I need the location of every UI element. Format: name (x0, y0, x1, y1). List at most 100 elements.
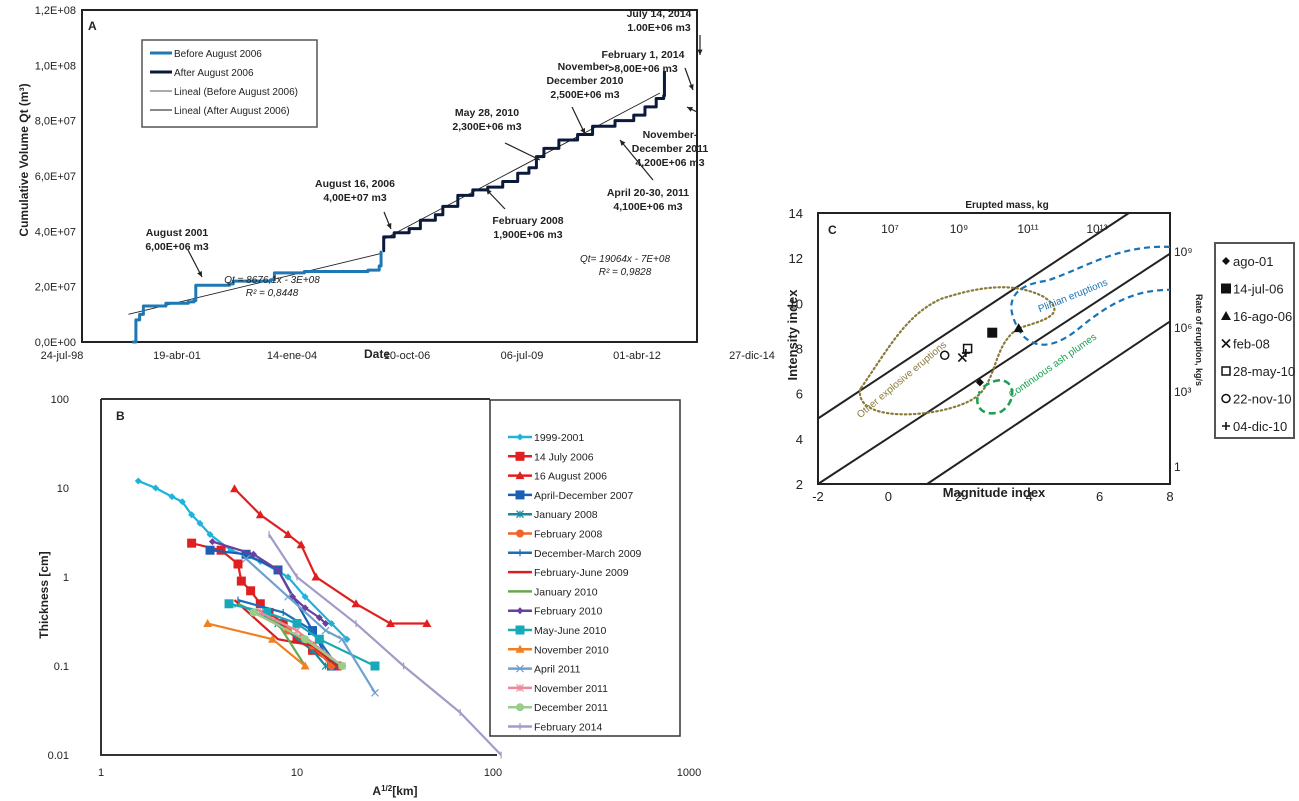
data-point (1222, 257, 1230, 265)
panel-c-x-tick: 8 (1166, 489, 1173, 504)
data-point (301, 635, 310, 644)
panel-a-y-tick: 4,0E+07 (35, 226, 76, 238)
data-point (939, 350, 950, 361)
region-plinian (1010, 245, 1171, 346)
panel-b-series-line (268, 533, 502, 756)
panel-c-plot-frame (817, 212, 1171, 485)
legend-label: February 2014 (534, 722, 602, 734)
panel-c-top-tick: 10⁹ (950, 222, 969, 236)
panel-a-series-line (132, 250, 383, 344)
data-point (241, 549, 251, 559)
panel-b-x-tick: 10 (291, 767, 303, 779)
data-point (236, 576, 246, 586)
panel-a-x-tick: 14-ene-04 (267, 350, 317, 362)
panel-b-x-tick: 1000 (677, 767, 701, 779)
data-point (233, 559, 243, 569)
panel-a-y-tick: 1,0E+08 (35, 60, 76, 72)
data-point (516, 529, 524, 538)
data-point (516, 510, 524, 519)
legend-label: December 2011 (534, 702, 608, 714)
panel-b-y-axis-label: Thickness [cm] (37, 551, 51, 638)
data-point (300, 661, 310, 670)
data-point (284, 592, 292, 601)
panel-a-y-tick: 8,0E+07 (35, 116, 76, 128)
data-point (255, 599, 265, 609)
panel-c-isoline (926, 320, 1171, 485)
panel-b-series (208, 538, 330, 628)
data-point (206, 531, 214, 539)
panel-a-annotation-arrow (504, 142, 541, 161)
legend-label: February 2010 (534, 606, 602, 618)
panel-b-legend: 1999-2001 14 July 2006 16 August 2006 April… (508, 432, 642, 734)
data-point (178, 498, 186, 506)
panel-b-series (242, 554, 379, 697)
data-point (301, 593, 309, 601)
panel-a-annotation-text: February 2008 (492, 215, 563, 227)
panel-c-x-axis-label: Magnitude index (943, 485, 1046, 500)
panel-a-series-line (382, 70, 666, 253)
panel-c: C Erupted mass, kg Intensity index Magni… (785, 200, 1295, 504)
data-point (515, 471, 525, 480)
data-point (283, 530, 293, 539)
panel-c-y-tick: 12 (789, 251, 803, 266)
panel-a-arrowhead (580, 128, 586, 134)
legend-label: 16 August 2006 (534, 471, 607, 483)
panel-a-annotation-text: >8,00E+06 m3 (608, 63, 678, 75)
panel-a-y-tick: 1,2E+08 (35, 5, 76, 17)
data-point (516, 703, 524, 712)
data-point (203, 619, 213, 628)
panel-a-arrowhead (697, 49, 703, 55)
data-point (292, 619, 302, 629)
data-point (515, 451, 525, 461)
data-point (188, 511, 196, 519)
data-point (386, 619, 396, 628)
data-point (274, 566, 282, 574)
data-point (187, 538, 197, 548)
panel-a-annotation-text: 4,00E+07 m3 (323, 192, 387, 204)
data-point (216, 545, 226, 555)
legend-label: After August 2006 (174, 68, 254, 79)
panel-a: A Cumulative Volume Qt (m³) Date 0,0E+00… (17, 5, 775, 362)
legend-label: January 2008 (534, 509, 598, 521)
legend-label: ago-01 (1233, 254, 1273, 269)
panel-b-y-tick: 100 (51, 394, 69, 406)
data-point (284, 573, 292, 581)
panel-a-annotation-text: August 16, 2006 (315, 178, 395, 190)
panel-a-annotation-text: August 2001 (146, 227, 209, 239)
data-point (1221, 338, 1231, 349)
data-point (315, 614, 323, 622)
legend-label: December-March 2009 (534, 548, 642, 560)
data-point (152, 484, 160, 492)
legend-label: Lineal (Before August 2006) (174, 87, 298, 98)
panel-a-annotation-arrow (619, 139, 654, 181)
data-point (230, 484, 240, 493)
panel-a-annotation-text: 2,300E+06 m3 (452, 121, 521, 133)
data-point (262, 607, 272, 617)
panel-a-annotation-text: November- (643, 129, 698, 141)
data-point (516, 683, 524, 692)
panel-a-arrowhead (687, 107, 693, 112)
panel-a-trend-equation: Qt= 19064x - 7E+08 (580, 254, 671, 265)
panel-c-y-axis-label: Intensity index (785, 289, 800, 381)
data-point (246, 586, 256, 596)
legend-label: May-June 2010 (534, 625, 607, 637)
legend-label: April-December 2007 (534, 490, 633, 502)
panel-b-y-tick: 10 (57, 483, 69, 495)
legend-label: 14 July 2006 (534, 451, 594, 463)
panel-a-x-tick: 27-dic-14 (729, 350, 775, 362)
panel-a-x-tick: 10-oct-06 (384, 350, 430, 362)
panel-a-x-tick: 01-abr-12 (613, 350, 661, 362)
panel-c-y-tick: 2 (796, 477, 803, 492)
data-point (314, 634, 324, 644)
data-point (1222, 422, 1230, 430)
panel-c-top-tick: 10¹³ (1086, 222, 1107, 236)
panel-c-y-tick: 10 (789, 296, 803, 311)
data-point (196, 519, 204, 527)
panel-b-axes (100, 399, 497, 756)
data-point (351, 599, 361, 608)
panel-a-trend-r2: R² = 0,9828 (599, 267, 652, 278)
panel-a-annotation-text: July 14, 2014 (627, 8, 692, 20)
data-point (249, 608, 258, 617)
panel-a-arrowhead (197, 271, 202, 277)
panel-a-annotation-text: 6,00E+06 m3 (145, 241, 209, 253)
